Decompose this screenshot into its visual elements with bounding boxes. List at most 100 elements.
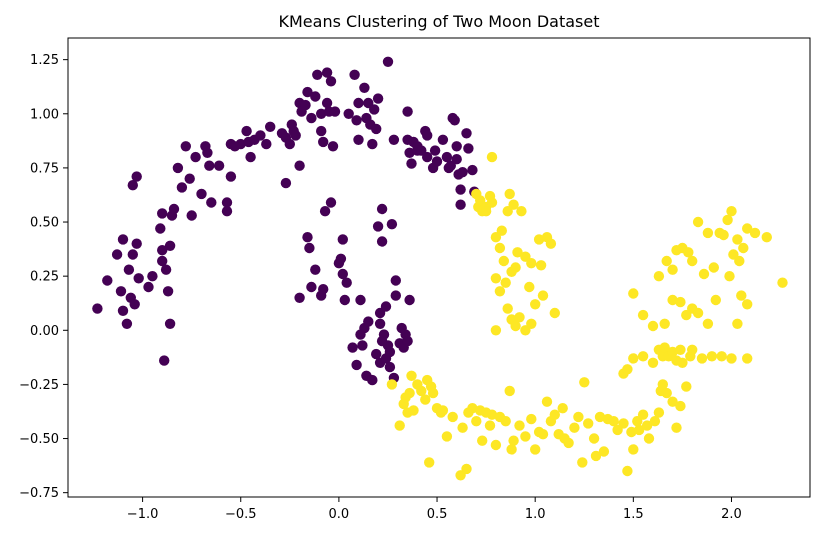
data-point-cluster-1-36 xyxy=(508,435,519,446)
data-point-cluster-0-11 xyxy=(129,299,140,310)
data-point-cluster-1-72 xyxy=(653,407,665,418)
data-point-cluster-0-30 xyxy=(180,141,191,152)
data-point-cluster-1-80 xyxy=(681,381,692,392)
data-point-cluster-0-21 xyxy=(159,355,170,366)
data-point-cluster-0-17 xyxy=(155,223,166,234)
data-point-cluster-0-164 xyxy=(463,143,474,154)
data-point-cluster-1-53 xyxy=(579,377,590,388)
data-point-cluster-0-31 xyxy=(184,173,195,184)
data-point-cluster-1-126 xyxy=(718,229,729,241)
data-point-cluster-0-116 xyxy=(386,219,398,230)
data-point-cluster-0-16 xyxy=(147,271,158,282)
data-point-cluster-1-27 xyxy=(477,435,488,446)
y-tick-label: 0.00 xyxy=(30,324,59,339)
data-point-cluster-1-122 xyxy=(698,268,710,280)
data-point-cluster-1-154 xyxy=(512,247,523,258)
data-point-cluster-1-147 xyxy=(496,225,507,236)
data-point-cluster-0-92 xyxy=(343,108,354,120)
data-point-cluster-1-127 xyxy=(722,214,733,226)
data-point-cluster-1-83 xyxy=(628,353,639,364)
data-point-cluster-0-32 xyxy=(186,210,197,221)
x-tick-label: 0.0 xyxy=(329,507,350,522)
data-point-cluster-0-29 xyxy=(176,182,188,193)
data-point-cluster-1-158 xyxy=(526,258,537,269)
data-point-cluster-0-27 xyxy=(168,203,180,215)
data-point-cluster-1-65 xyxy=(628,444,639,455)
data-point-cluster-0-114 xyxy=(382,56,394,67)
data-point-cluster-1-0 xyxy=(386,379,398,390)
data-point-cluster-0-102 xyxy=(363,316,374,327)
data-point-cluster-0-165 xyxy=(467,164,478,176)
data-point-cluster-1-177 xyxy=(490,325,502,336)
data-point-cluster-0-64 xyxy=(302,86,313,98)
data-point-cluster-0-137 xyxy=(384,361,396,373)
data-point-cluster-1-68 xyxy=(637,409,649,420)
data-point-cluster-1-109 xyxy=(667,294,678,306)
data-point-cluster-1-99 xyxy=(742,353,753,364)
data-point-cluster-1-12 xyxy=(424,457,435,468)
data-point-cluster-1-116 xyxy=(667,264,678,275)
data-point-cluster-0-23 xyxy=(162,286,174,297)
data-point-cluster-1-56 xyxy=(590,450,602,462)
data-point-cluster-0-3 xyxy=(115,286,127,297)
data-point-cluster-1-7 xyxy=(408,405,419,416)
data-point-cluster-1-119 xyxy=(683,247,694,258)
data-point-cluster-1-43 xyxy=(541,396,553,407)
data-point-cluster-1-47 xyxy=(557,403,568,414)
data-point-cluster-0-84 xyxy=(319,206,331,217)
data-point-cluster-0-117 xyxy=(388,134,400,145)
data-point-cluster-0-55 xyxy=(280,177,292,189)
data-point-cluster-1-159 xyxy=(530,299,541,310)
data-point-cluster-0-105 xyxy=(369,104,380,115)
data-point-cluster-1-136 xyxy=(777,277,788,288)
data-point-cluster-0-2 xyxy=(111,249,123,260)
y-tick-label: 0.50 xyxy=(30,216,59,231)
data-point-cluster-1-100 xyxy=(732,318,743,329)
data-point-cluster-1-69 xyxy=(641,420,653,431)
data-point-cluster-1-62 xyxy=(618,418,629,429)
data-point-cluster-0-139 xyxy=(374,318,386,329)
data-point-cluster-0-95 xyxy=(353,97,364,109)
data-point-cluster-0-7 xyxy=(123,264,135,275)
data-point-cluster-0-61 xyxy=(294,160,305,171)
data-point-cluster-1-108 xyxy=(675,296,686,308)
data-point-cluster-1-58 xyxy=(598,446,610,457)
data-point-cluster-0-97 xyxy=(355,294,366,306)
data-point-cluster-0-93 xyxy=(349,69,360,81)
y-tick-label: 1.25 xyxy=(30,53,59,68)
data-point-cluster-1-166 xyxy=(486,151,498,163)
data-point-cluster-0-83 xyxy=(318,284,329,295)
data-point-cluster-0-129 xyxy=(357,340,368,351)
data-point-cluster-1-84 xyxy=(637,351,649,362)
chart-title: KMeans Clustering of Two Moon Dataset xyxy=(279,12,600,31)
data-point-cluster-0-34 xyxy=(196,188,207,200)
data-point-cluster-0-14 xyxy=(133,273,144,284)
data-point-cluster-0-98 xyxy=(359,82,370,94)
data-point-cluster-0-63 xyxy=(300,99,311,111)
data-point-cluster-1-124 xyxy=(708,262,719,273)
data-point-cluster-0-67 xyxy=(312,69,323,81)
data-point-cluster-0-33 xyxy=(190,151,201,163)
data-point-cluster-0-136 xyxy=(384,346,396,358)
data-point-cluster-1-152 xyxy=(508,199,519,210)
data-point-cluster-0-65 xyxy=(306,112,317,124)
data-point-cluster-1-98 xyxy=(726,353,737,364)
data-point-cluster-0-18 xyxy=(157,255,168,267)
data-point-cluster-1-55 xyxy=(588,433,600,444)
data-point-cluster-0-119 xyxy=(390,290,401,301)
data-point-cluster-1-25 xyxy=(471,416,482,427)
data-point-cluster-1-155 xyxy=(516,206,527,217)
data-point-cluster-0-50 xyxy=(255,130,266,141)
data-point-cluster-1-111 xyxy=(647,320,659,332)
data-point-cluster-0-75 xyxy=(327,141,339,152)
data-point-cluster-1-144 xyxy=(486,197,498,208)
data-point-cluster-0-87 xyxy=(335,253,347,264)
data-point-cluster-1-150 xyxy=(504,188,515,200)
data-point-cluster-1-137 xyxy=(724,271,735,282)
data-point-cluster-1-60 xyxy=(608,416,619,427)
data-point-cluster-1-112 xyxy=(637,309,649,321)
data-point-cluster-0-85 xyxy=(325,197,337,208)
data-point-cluster-1-21 xyxy=(457,422,468,433)
data-point-cluster-0-118 xyxy=(390,275,401,286)
data-point-cluster-1-78 xyxy=(675,400,686,412)
